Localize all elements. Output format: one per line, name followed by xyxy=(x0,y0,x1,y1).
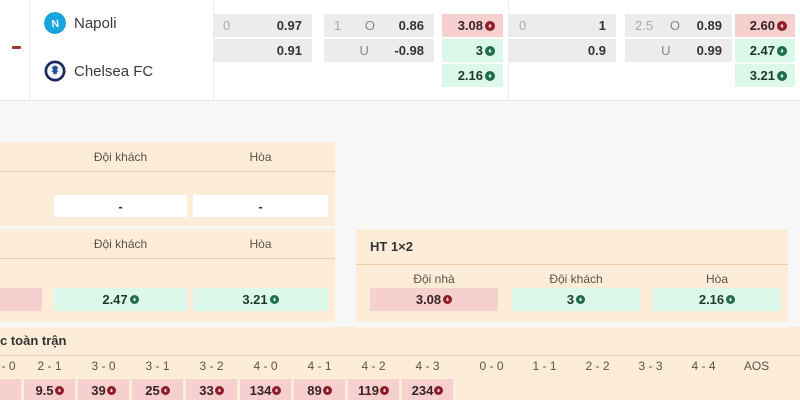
svg-text:N: N xyxy=(51,18,60,31)
